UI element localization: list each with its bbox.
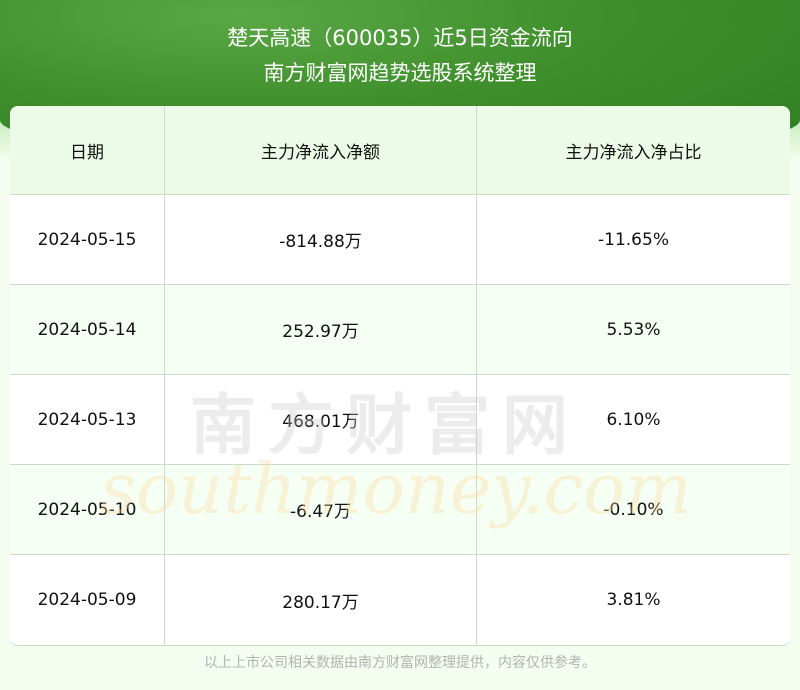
net-ratio-cell: -0.10% — [603, 499, 664, 520]
table-header-row: 日期 主力净流入净额 主力净流入净占比 — [10, 106, 790, 195]
net-inflow-cell: -814.88万 — [165, 195, 477, 284]
table-row: 2024-05-09 280.17万 3.81% — [10, 555, 790, 645]
net-inflow-cell: 252.97万 — [165, 285, 477, 374]
net-ratio-cell: 3.81% — [606, 590, 661, 610]
table-row: 2024-05-13 468.01万 6.10% — [10, 375, 790, 465]
page-title: 楚天高速（600035）近5日资金流向 — [227, 26, 573, 50]
date-cell: 2024-05-15 — [10, 195, 165, 284]
column-header-net-inflow: 主力净流入净额 — [165, 106, 477, 194]
net-inflow-cell: 280.17万 — [165, 555, 477, 645]
net-ratio-cell: -11.65% — [598, 229, 669, 250]
fund-flow-table: 日期 主力净流入净额 主力净流入净占比 2024-05-15 -814.88万 … — [10, 106, 790, 646]
net-ratio-cell: 5.53% — [606, 319, 661, 340]
date-cell: 2024-05-09 — [10, 555, 165, 645]
date-cell: 2024-05-13 — [10, 375, 165, 464]
date-cell: 2024-05-10 — [10, 465, 165, 554]
page-subtitle: 南方财富网趋势选股系统整理 — [263, 61, 537, 85]
net-inflow-cell: 468.01万 — [165, 375, 477, 464]
net-ratio-cell: 6.10% — [606, 409, 661, 430]
net-inflow-cell: -6.47万 — [165, 465, 477, 554]
table-row: 2024-05-15 -814.88万 -11.65% — [10, 195, 790, 285]
table-row: 2024-05-14 252.97万 5.53% — [10, 285, 790, 375]
column-header-date: 日期 — [10, 106, 165, 194]
table-row: 2024-05-10 -6.47万 -0.10% — [10, 465, 790, 555]
footer-disclaimer: 以上上市公司相关数据由南方财富网整理提供，内容仅供参考。 — [204, 655, 596, 671]
column-header-net-ratio: 主力净流入净占比 — [565, 142, 702, 163]
date-cell: 2024-05-14 — [10, 285, 165, 374]
